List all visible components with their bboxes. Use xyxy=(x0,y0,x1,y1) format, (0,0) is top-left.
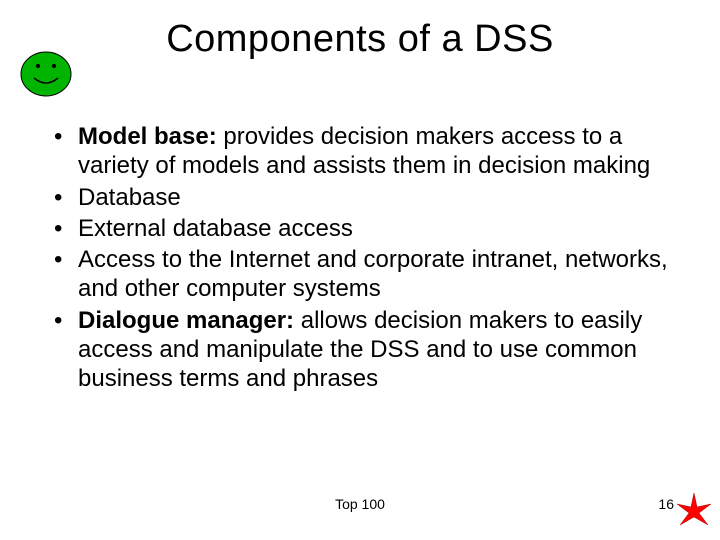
slide: Components of a DSS Model base: provides… xyxy=(0,0,720,540)
footer-center-text: Top 100 xyxy=(0,496,720,512)
list-item: Database xyxy=(50,183,670,212)
list-item: External database access xyxy=(50,214,670,243)
star-icon xyxy=(674,492,714,532)
bullet-text: External database access xyxy=(78,215,353,242)
bullet-lead: Dialogue manager: xyxy=(78,307,294,334)
bullet-lead: Model base: xyxy=(78,123,217,150)
list-item: Model base: provides decision makers acc… xyxy=(50,122,670,181)
bullet-text: Database xyxy=(78,184,181,211)
list-item: Dialogue manager: allows decision makers… xyxy=(50,306,670,394)
bullet-text: Access to the Internet and corporate int… xyxy=(78,246,668,302)
slide-title: Components of a DSS xyxy=(0,18,720,61)
bullet-list: Model base: provides decision makers acc… xyxy=(50,122,670,395)
page-number: 16 xyxy=(658,496,674,512)
smiley-icon xyxy=(20,48,72,100)
list-item: Access to the Internet and corporate int… xyxy=(50,245,670,304)
